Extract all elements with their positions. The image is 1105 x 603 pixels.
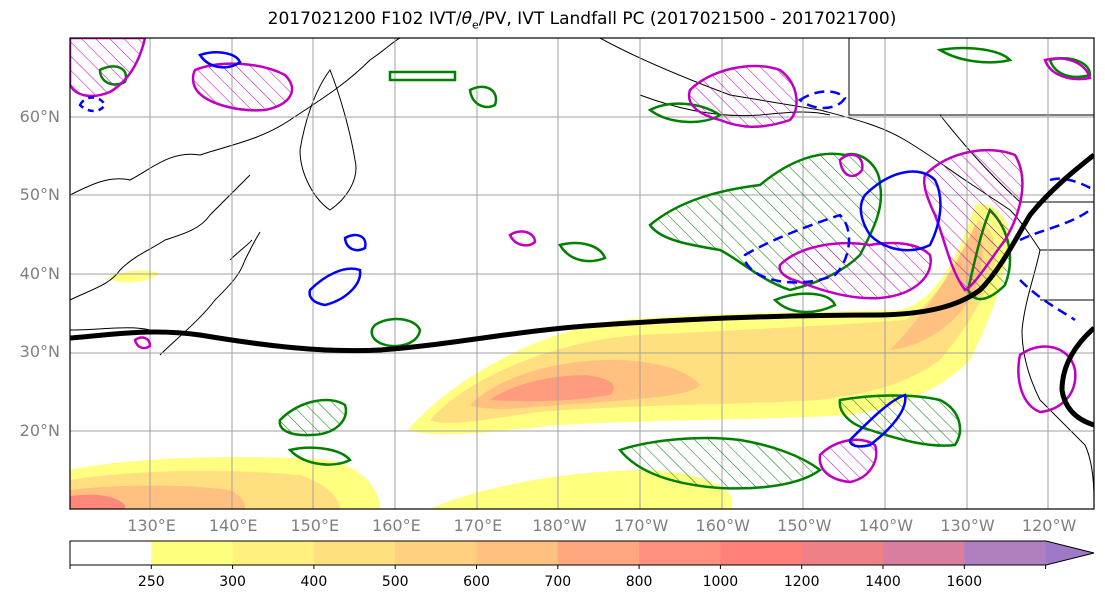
theta-e-loop-kam bbox=[198, 51, 242, 69]
pv-loop-small-1 bbox=[508, 230, 537, 247]
pv-hatched-south bbox=[818, 438, 878, 484]
lon-label: 150°E bbox=[290, 516, 340, 535]
lon-label: 160°E bbox=[372, 516, 421, 535]
colorbar-tick-label: 500 bbox=[381, 574, 409, 590]
colorbar-segment bbox=[883, 541, 965, 565]
green-hatched-se bbox=[838, 394, 962, 447]
colorbar-extend-arrow bbox=[1045, 541, 1094, 565]
asia-coast bbox=[70, 38, 401, 331]
green-blob-9 bbox=[772, 292, 837, 314]
colorbar-segment bbox=[70, 541, 152, 565]
na-coast bbox=[1021, 249, 1094, 501]
colorbar-segment bbox=[639, 541, 721, 565]
pv-loop-small-2 bbox=[838, 153, 864, 178]
colorbar-segment bbox=[720, 541, 803, 565]
green-blob-6 bbox=[287, 446, 352, 466]
ivt-band-japan bbox=[108, 270, 160, 283]
ivt-landfall-main bbox=[70, 153, 1094, 354]
us-border bbox=[1040, 249, 1094, 301]
pv-loop-small-4 bbox=[133, 336, 152, 350]
lon-label: 170°W bbox=[613, 516, 669, 535]
lon-label: 170°E bbox=[453, 516, 503, 535]
pv-hatched-nw bbox=[70, 38, 147, 98]
theta-e-dashed-ak bbox=[797, 90, 847, 110]
lat-label: 60°N bbox=[19, 106, 60, 126]
green-blob-3 bbox=[558, 241, 607, 263]
green-blob-1 bbox=[370, 317, 422, 348]
colorbar-tick-label: 1600 bbox=[946, 574, 983, 590]
colorbar-segment bbox=[557, 541, 640, 565]
lat-label: 20°N bbox=[19, 420, 60, 440]
colorbar-segment bbox=[313, 541, 396, 565]
lon-label: 120°W bbox=[1021, 516, 1077, 535]
theta-e-loop-pacific bbox=[308, 267, 362, 307]
lon-label: 140°W bbox=[858, 516, 914, 535]
green-blob-8 bbox=[388, 70, 457, 82]
map-title: 2017021200 F102 IVT/θe/PV, IVT Landfall … bbox=[267, 9, 897, 32]
ivt-landfall-contours bbox=[70, 153, 1094, 428]
colorbar-tick-label: 700 bbox=[544, 574, 572, 590]
colorbar-tick-label: 1400 bbox=[865, 574, 901, 590]
theta-e-loop-small bbox=[343, 233, 367, 252]
colorbar-tick-label: 1200 bbox=[783, 574, 820, 590]
pv-hatched-alaska bbox=[687, 64, 798, 128]
lon-label: 130°E bbox=[127, 516, 176, 535]
theta-e-dashed-coast bbox=[1019, 177, 1094, 322]
lon-label: 160°W bbox=[695, 516, 750, 535]
ivt-landfall-south bbox=[1059, 326, 1094, 428]
colorbar-tick-label: 600 bbox=[463, 574, 490, 590]
ivt-band-south2 bbox=[430, 470, 733, 509]
green-hatched-south bbox=[617, 436, 823, 490]
theta-e-dashed-east bbox=[743, 213, 851, 284]
green-hatched-pacific bbox=[278, 398, 348, 437]
pv-loop-small-3 bbox=[1043, 57, 1092, 81]
lon-label: 180°W bbox=[532, 516, 587, 535]
colorbar-segment bbox=[801, 541, 884, 565]
lat-label: 50°N bbox=[19, 185, 60, 204]
pv-hatched-kamchatka bbox=[191, 62, 294, 112]
colorbar-tick-label: 800 bbox=[625, 574, 653, 590]
lat-label: 40°N bbox=[19, 263, 60, 283]
theta-e-loop-south bbox=[848, 393, 907, 448]
ivt-band-800 bbox=[490, 375, 614, 402]
theta-e-dashed-nw bbox=[78, 96, 107, 113]
pv-hatched-coast bbox=[923, 149, 1024, 292]
green-blob-4 bbox=[936, 46, 1013, 64]
colorbar-tick-label: 400 bbox=[300, 574, 328, 590]
map-frame bbox=[69, 37, 1095, 510]
colorbar-tick-label: 1000 bbox=[702, 574, 739, 590]
colorbar-segment bbox=[476, 541, 559, 565]
colorbar-segment bbox=[395, 541, 477, 565]
theta-e-loop-east bbox=[859, 170, 942, 252]
colorbar-segment bbox=[964, 541, 1047, 565]
lon-label: 130°W bbox=[940, 516, 995, 535]
lon-label: 150°W bbox=[777, 516, 832, 535]
lon-label: 140°E bbox=[208, 516, 258, 535]
ivt-band-south-1000 bbox=[70, 494, 125, 509]
colorbar-frame bbox=[69, 540, 1095, 566]
lat-label: 30°N bbox=[19, 342, 60, 361]
theta-e-contours bbox=[78, 51, 1094, 448]
colorbar-tick-label: 250 bbox=[137, 574, 165, 590]
colorbar-tick-label: 300 bbox=[219, 574, 246, 590]
green-blob-2 bbox=[468, 85, 498, 109]
kamchatka-coast bbox=[299, 68, 357, 211]
pv-contours bbox=[70, 38, 1092, 484]
colorbar bbox=[69, 540, 1095, 569]
colorbar-segment bbox=[151, 541, 234, 565]
colorbar-segment bbox=[232, 541, 315, 565]
pv-hatched-east bbox=[778, 241, 933, 300]
